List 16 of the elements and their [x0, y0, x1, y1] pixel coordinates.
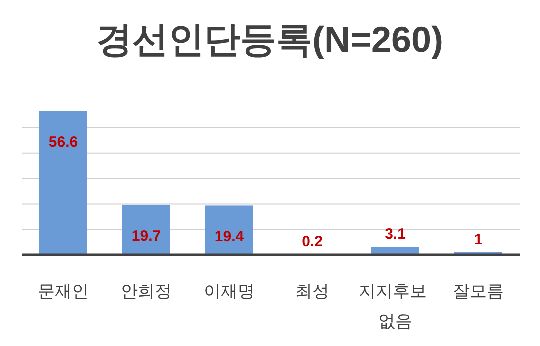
- x-tick-label: 최성: [296, 282, 330, 301]
- x-tick-label: 이재명: [204, 282, 255, 301]
- x-tick-label: 안희정: [121, 282, 172, 301]
- chart-title: 경선인단등록(N=260): [96, 19, 444, 60]
- data-label: 1: [474, 231, 483, 248]
- x-tick-label: 지지후보 없음: [359, 282, 432, 331]
- bar: [206, 206, 254, 255]
- data-label: 3.1: [385, 226, 406, 244]
- x-tick-label: 문재인: [38, 282, 89, 301]
- data-label: 19.7: [132, 228, 162, 245]
- bar: [122, 204, 170, 255]
- bar: [40, 111, 88, 255]
- x-tick-label: 잘모름: [453, 282, 504, 301]
- data-label: 19.4: [214, 228, 245, 246]
- data-label: 0.2: [302, 233, 323, 250]
- data-label: 56.6: [48, 134, 78, 152]
